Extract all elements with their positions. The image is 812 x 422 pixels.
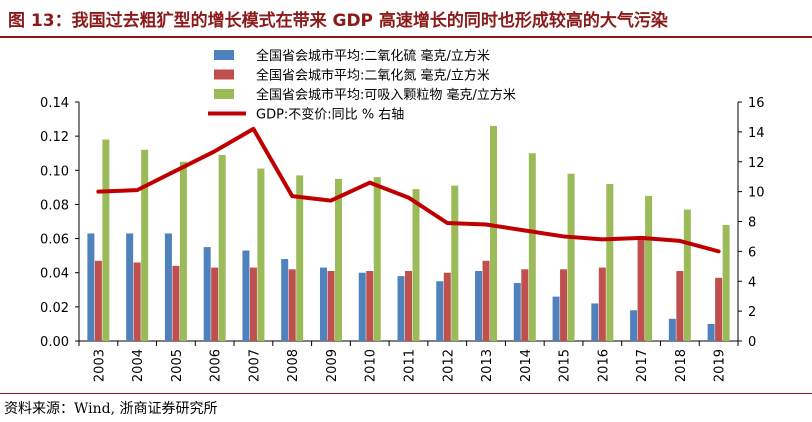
pm10-bar	[373, 177, 381, 341]
no2-bar	[482, 260, 490, 341]
legend-swatch	[214, 69, 234, 80]
chart-area: 0.00 0.02 0.04 0.06 0.08 0.10 0.12 0.14 0 2 4 6 8 10 1…	[40, 48, 765, 382]
left-tick-label: 0.12	[40, 130, 69, 145]
x-tick-label: 2015	[558, 349, 573, 382]
no2-bar	[521, 269, 529, 341]
no2-bar	[443, 272, 451, 341]
right-tick-label: 4	[748, 275, 756, 290]
pm10-bar	[606, 183, 614, 341]
pm10-bar	[451, 185, 459, 341]
x-tick-label: 2008	[286, 349, 301, 382]
figure-header: 图 13：我国过去粗犷型的增长模式在带来 GDP 高速增长的同时也形成较高的大气…	[0, 0, 812, 34]
source-divider	[0, 393, 812, 394]
pm10-bar	[567, 173, 575, 341]
left-tick-label: 0.14	[40, 96, 69, 111]
title-divider	[0, 36, 812, 38]
pm10-bar	[334, 178, 342, 341]
x-tick-label: 2013	[480, 349, 495, 382]
x-tick-label: 2018	[674, 349, 689, 382]
so2-bar	[436, 281, 444, 341]
left-tick-label: 0.08	[40, 198, 69, 213]
legend-swatch	[214, 50, 234, 60]
pm10-bar	[257, 168, 265, 341]
no2-bar	[288, 269, 296, 341]
so2-bar	[397, 276, 405, 341]
pm10-bar	[218, 154, 226, 341]
x-tick-label: 2003	[92, 349, 107, 382]
right-tick-label: 2	[748, 305, 756, 320]
pm10-bar	[645, 195, 653, 341]
pm10-bar	[179, 161, 187, 341]
no2-bar	[637, 238, 645, 341]
x-tick-label: 2017	[635, 349, 650, 382]
x-tick-label: 2009	[325, 349, 340, 382]
pm10-bar	[722, 224, 730, 341]
no2-bar	[598, 267, 606, 341]
x-tick-label: 2012	[441, 349, 456, 382]
x-tick-label: 2019	[713, 349, 728, 382]
no2-bar	[211, 267, 219, 341]
x-tick-label: 2010	[364, 349, 379, 382]
no2-bar	[405, 271, 412, 341]
right-tick-label: 12	[748, 156, 765, 171]
no2-bar	[560, 269, 568, 341]
source-note: 资料来源：Wind, 浙商证券研究所	[4, 401, 218, 417]
right-tick-label: 6	[748, 245, 756, 260]
no2-bar	[249, 267, 257, 341]
so2-bar	[358, 272, 366, 341]
right-tick-label: 8	[748, 216, 756, 231]
so2-bar	[707, 323, 715, 341]
left-tick-label: 0.06	[40, 233, 69, 248]
x-tick-label: 2007	[247, 349, 262, 382]
no2-bar	[133, 262, 141, 341]
legend-label: GDP:不变价:同比 % 右轴	[256, 107, 404, 123]
so2-bar	[319, 267, 327, 341]
legend-label: 全国省会城市平均:二氧化氮 毫克/立方米	[256, 68, 490, 84]
pm10-bar	[296, 175, 304, 341]
right-tick-label: 10	[748, 186, 765, 201]
so2-bar	[203, 247, 211, 341]
so2-bar	[668, 318, 676, 341]
legend-label: 全国省会城市平均:二氧化硫 毫克/立方米	[256, 48, 490, 64]
so2-bar	[164, 233, 172, 341]
so2-bar	[126, 233, 134, 341]
so2-bar	[242, 250, 250, 341]
left-tick-label: 0.02	[40, 301, 69, 316]
pm10-bar	[412, 189, 420, 341]
no2-bar	[676, 271, 684, 341]
pm10-bar	[490, 125, 498, 342]
x-tick-label: 2006	[209, 349, 224, 382]
no2-bar	[327, 271, 335, 341]
no2-bar	[94, 260, 102, 341]
figure-title: 图 13：我国过去粗犷型的增长模式在带来 GDP 高速增长的同时也形成较高的大气…	[8, 11, 668, 31]
right-tick-label: 0	[748, 335, 756, 350]
so2-bar	[475, 271, 483, 341]
so2-bar	[591, 303, 599, 341]
so2-bar	[630, 310, 638, 341]
no2-bar	[715, 277, 723, 341]
right-tick-label: 14	[748, 126, 765, 141]
x-tick-label: 2014	[519, 349, 534, 382]
gdp-series-line	[96, 126, 721, 254]
pm10-bar	[528, 153, 536, 341]
no2-bar	[172, 265, 180, 341]
x-tick-label: 2005	[170, 349, 185, 382]
legend-label: 全国省会城市平均:可吸入颗粒物 毫克/立方米	[256, 87, 516, 103]
so2-bar	[552, 296, 560, 341]
x-tick-label: 2016	[596, 349, 611, 382]
x-tick-label: 2011	[403, 349, 418, 382]
left-tick-label: 0.00	[40, 335, 69, 350]
left-tick-label: 0.10	[40, 164, 69, 179]
no2-bar	[366, 271, 374, 341]
pm10-bar	[141, 149, 149, 341]
legend-swatch	[214, 89, 234, 99]
right-tick-label: 16	[748, 96, 765, 111]
pm10-bar	[683, 209, 691, 341]
so2-bar	[87, 233, 95, 341]
pm10-bar	[102, 139, 110, 341]
x-tick-label: 2004	[131, 349, 146, 382]
left-tick-label: 0.04	[40, 267, 69, 282]
so2-bar	[281, 259, 289, 341]
so2-bar	[513, 282, 521, 341]
